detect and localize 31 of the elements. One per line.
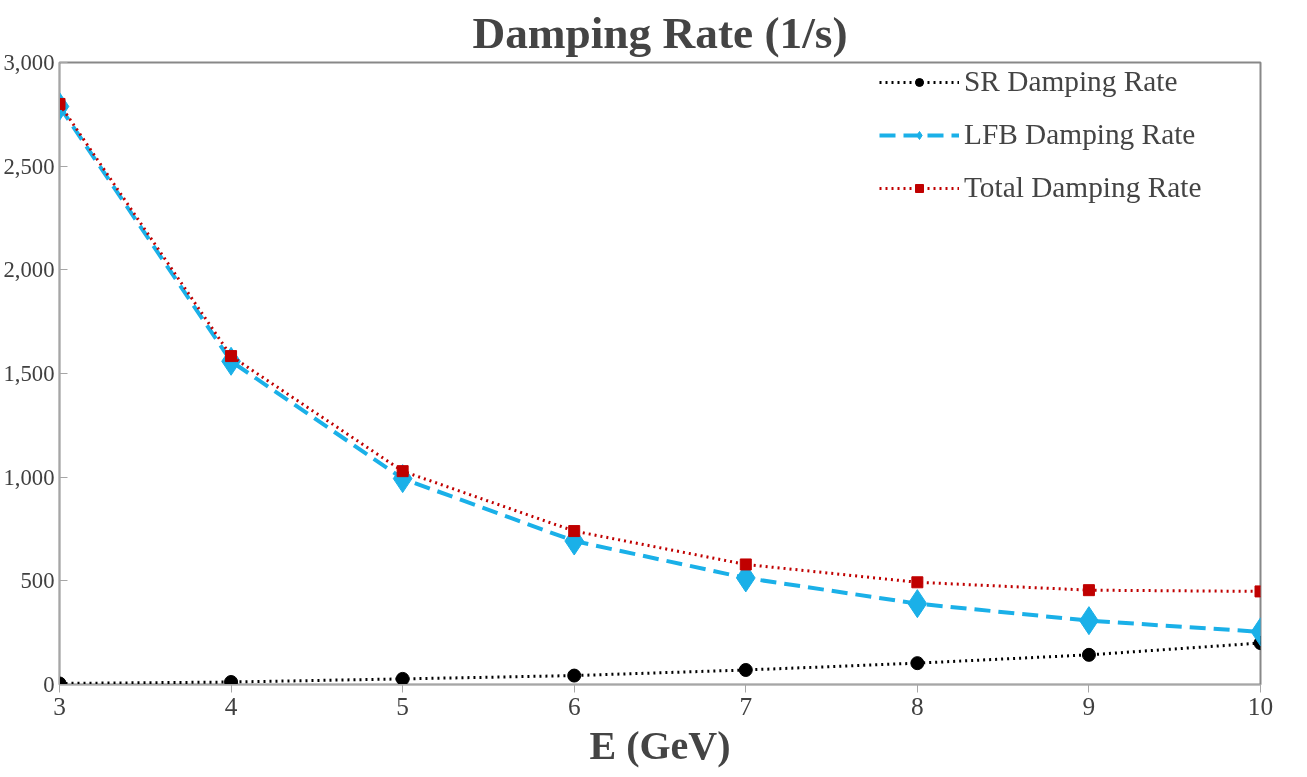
point	[395, 671, 410, 685]
x-tick-label: 4	[224, 691, 238, 720]
legend-label: Total Damping Rate	[964, 171, 1202, 204]
point	[567, 668, 582, 683]
y-tick-label: 500	[20, 568, 55, 594]
point	[1082, 584, 1095, 597]
point	[910, 656, 925, 671]
x-tick-label: 8	[911, 691, 924, 720]
y-tick-label: 1,000	[3, 464, 55, 490]
point	[911, 576, 924, 589]
x-tick-label: 10	[1247, 691, 1274, 720]
y-tick-label: 2,000	[3, 257, 55, 283]
point	[568, 525, 581, 538]
y-tick-label: 2,500	[3, 153, 55, 179]
x-tick-label: 6	[567, 691, 581, 720]
y-tick-label: 3,000	[3, 50, 55, 75]
x-tick-label: 3	[53, 691, 66, 720]
point	[396, 465, 409, 478]
x-axis-title: E (GeV)	[589, 722, 731, 768]
point	[738, 663, 753, 677]
legend-label: SR Damping Rate	[964, 65, 1178, 98]
x-tick-label: 9	[1082, 691, 1096, 720]
point	[739, 558, 752, 571]
point	[907, 589, 928, 619]
legend-label: LFB Damping Rate	[964, 118, 1196, 151]
point	[1081, 647, 1096, 662]
chart-title: Damping Rate (1/s)	[472, 7, 848, 58]
x-tick-label: 5	[396, 691, 409, 720]
y-tick-label: 1,500	[3, 361, 55, 386]
x-tick-label: 7	[739, 691, 753, 720]
y-tick-label: 0	[43, 672, 55, 697]
